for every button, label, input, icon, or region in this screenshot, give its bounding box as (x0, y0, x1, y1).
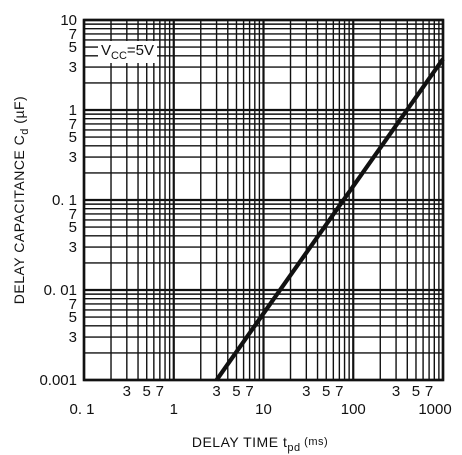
x-minor-tick-label: 3 (302, 383, 310, 400)
y-minor-tick-label: 3 (69, 149, 77, 166)
y-minor-tick-label: 5 (69, 129, 77, 146)
y-minor-tick-label: 5 (69, 39, 77, 56)
y-minor-tick-label: 3 (69, 239, 77, 256)
y-minor-tick-label: 7 (69, 296, 77, 313)
grid-lines (82, 18, 445, 382)
y-minor-tick-label: 7 (69, 26, 77, 43)
y-tick-label: 0. 01 (44, 282, 77, 299)
x-minor-tick-label: 5 (412, 383, 420, 400)
x-tick-label: 1 (170, 401, 178, 418)
x-minor-tick-label: 3 (212, 383, 220, 400)
x-tick-label: 1000 (418, 401, 451, 418)
x-minor-tick-label: 3 (392, 383, 400, 400)
x-tick-label: 10 (255, 401, 272, 418)
y-minor-tick-label: 3 (69, 59, 77, 76)
x-tick-label: 0. 1 (69, 401, 94, 418)
y-minor-tick-label: 5 (69, 219, 77, 236)
y-minor-tick-label: 7 (69, 206, 77, 223)
y-tick-label: 10 (60, 12, 77, 29)
y-minor-tick-label: 3 (69, 329, 77, 346)
y-axis-title: DELAY CAPACITANCE Cd (µF) (11, 96, 31, 304)
annotation-backdrop (98, 41, 158, 63)
vcc-annotation: VCC=5V (101, 42, 154, 62)
x-minor-tick-label: 7 (335, 383, 343, 400)
series-layer (214, 57, 445, 382)
y-tick-label: 0. 1 (52, 192, 77, 209)
series-line (214, 57, 445, 382)
x-minor-tick-label: 5 (232, 383, 240, 400)
x-tick-label: 100 (341, 401, 366, 418)
y-minor-tick-label: 5 (69, 309, 77, 326)
y-tick-label: 0.001 (39, 372, 77, 389)
x-minor-tick-label: 7 (425, 383, 433, 400)
x-minor-tick-label: 3 (123, 383, 131, 400)
y-minor-tick-label: 7 (69, 116, 77, 133)
x-minor-tick-label: 5 (322, 383, 330, 400)
x-minor-tick-label: 7 (156, 383, 164, 400)
plot-frame (82, 18, 445, 382)
x-minor-tick-label: 5 (143, 383, 151, 400)
x-axis-title: DELAY TIME tpd (ms) (192, 434, 328, 454)
y-tick-label: 1 (69, 102, 77, 119)
x-minor-tick-label: 7 (245, 383, 253, 400)
